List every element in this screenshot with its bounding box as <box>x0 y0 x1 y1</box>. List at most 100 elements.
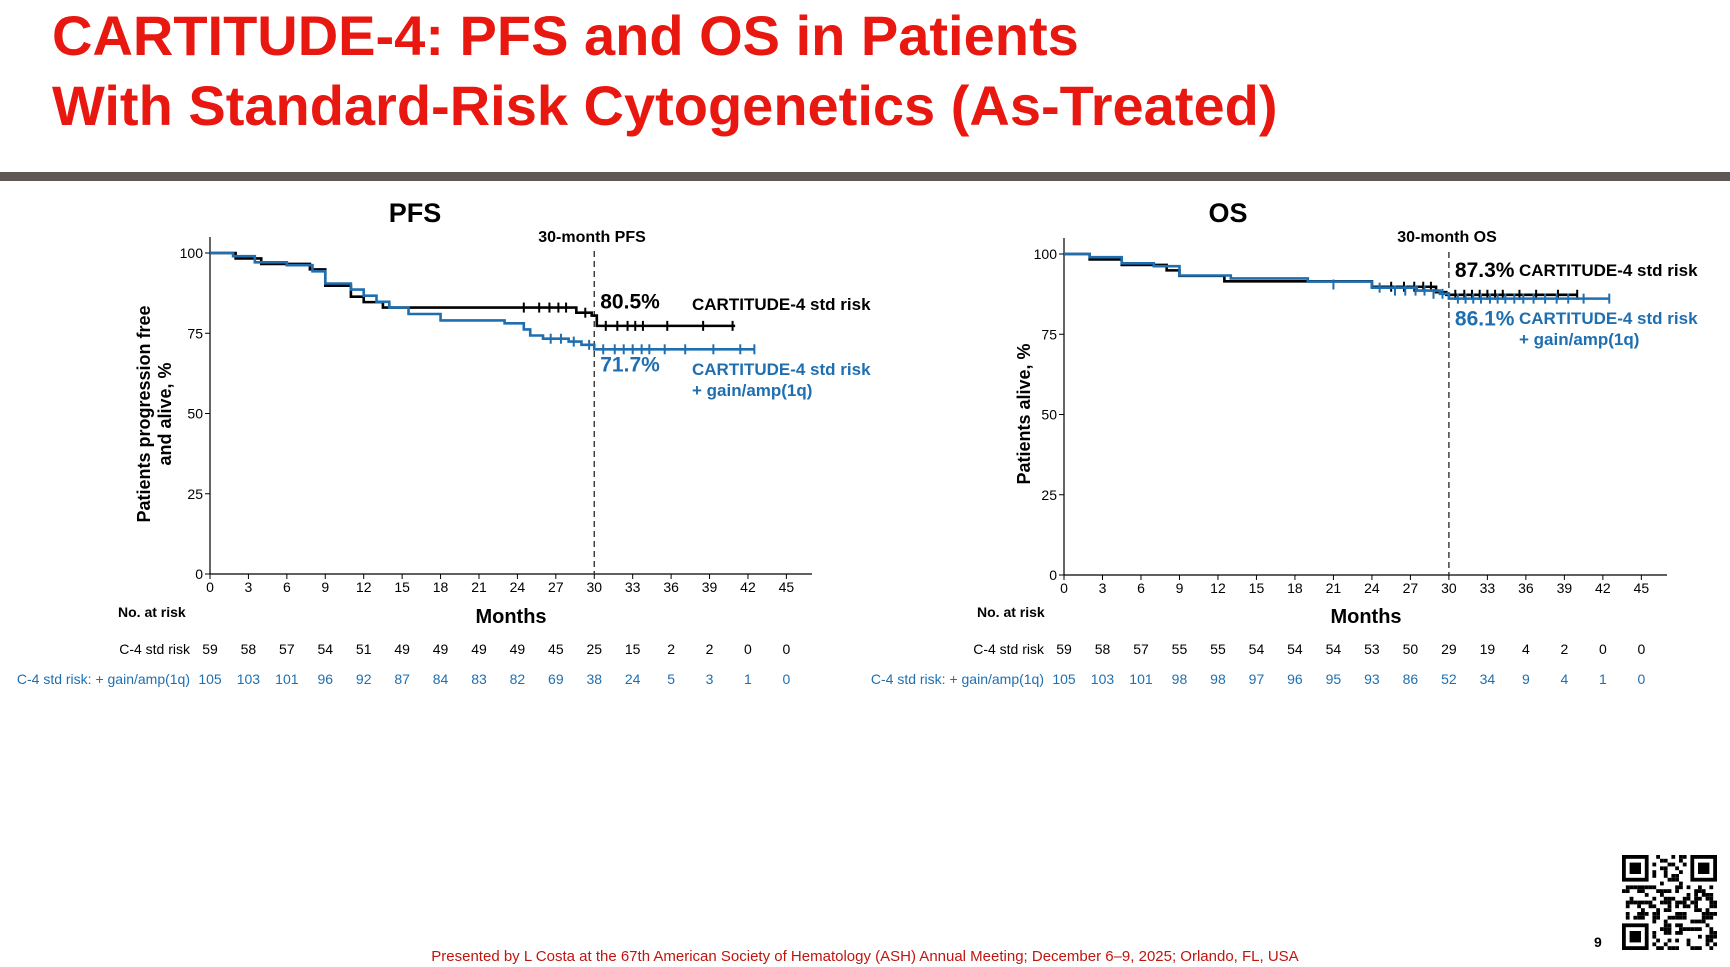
risk-value: 0 <box>782 641 790 657</box>
x-tick-label: 24 <box>1364 580 1380 596</box>
x-tick-label: 15 <box>394 579 410 595</box>
risk-value: 96 <box>1287 671 1303 687</box>
risk-value: 83 <box>471 671 487 687</box>
risk-row-label: C-4 std risk: + gain/amp(1q) <box>871 671 1044 687</box>
x-tick-label: 3 <box>245 579 253 595</box>
risk-value: 4 <box>1560 671 1568 687</box>
risk-value: 54 <box>1249 641 1265 657</box>
risk-value: 57 <box>279 641 295 657</box>
x-tick-label: 30 <box>586 579 602 595</box>
landmark-value: 86.1% <box>1455 308 1515 331</box>
risk-value: 29 <box>1441 641 1457 657</box>
risk-value: 50 <box>1403 641 1419 657</box>
risk-value: 53 <box>1364 641 1380 657</box>
x-tick-label: 42 <box>740 579 756 595</box>
risk-value: 98 <box>1210 671 1226 687</box>
risk-value: 34 <box>1480 671 1496 687</box>
x-tick-label: 24 <box>510 579 526 595</box>
y-tick-label: 75 <box>1041 326 1057 342</box>
landmark-value: 71.7% <box>600 353 660 376</box>
risk-value: 49 <box>510 641 526 657</box>
x-tick-label: 21 <box>1326 580 1342 596</box>
risk-value: 5 <box>667 671 675 687</box>
risk-value: 9 <box>1522 671 1530 687</box>
risk-value: 101 <box>1129 671 1153 687</box>
x-axis-label: Months <box>1330 606 1401 628</box>
x-tick-label: 21 <box>471 579 487 595</box>
risk-value: 54 <box>1326 641 1342 657</box>
risk-value: 69 <box>548 671 564 687</box>
km-curve-gain-amp <box>1064 252 1610 300</box>
risk-value: 84 <box>433 671 449 687</box>
risk-value: 4 <box>1522 641 1530 657</box>
legend-label: CARTITUDE-4 std risk <box>1519 261 1698 280</box>
risk-value: 105 <box>198 671 222 687</box>
risk-value: 55 <box>1210 641 1226 657</box>
km-curve-gain-amp <box>210 251 755 351</box>
landmark-label: 30-month OS <box>1397 229 1497 246</box>
risk-row-label: C-4 std risk <box>119 641 191 657</box>
legend-label: + gain/amp(1q) <box>1519 330 1639 349</box>
y-tick-label: 50 <box>187 406 203 422</box>
risk-value: 15 <box>625 641 641 657</box>
legend-label: CARTITUDE-4 std risk <box>692 295 871 314</box>
y-axis-label: Patients progression freeand alive, % <box>134 305 175 522</box>
x-tick-label: 18 <box>1287 580 1303 596</box>
risk-value: 24 <box>625 671 641 687</box>
risk-value: 54 <box>1287 641 1303 657</box>
risk-value: 82 <box>510 671 526 687</box>
chart-title: PFS <box>389 198 442 228</box>
legend-label: CARTITUDE-4 std risk <box>692 360 871 379</box>
x-tick-label: 39 <box>1557 580 1573 596</box>
x-tick-label: 45 <box>779 579 795 595</box>
risk-value: 19 <box>1480 641 1496 657</box>
legend-label: + gain/amp(1q) <box>692 381 812 400</box>
x-tick-label: 0 <box>1060 580 1068 596</box>
risk-row-label: C-4 std risk <box>973 641 1045 657</box>
risk-value: 58 <box>241 641 257 657</box>
landmark-value: 87.3% <box>1455 259 1515 282</box>
y-tick-label: 0 <box>195 566 203 582</box>
y-tick-label: 100 <box>180 245 204 261</box>
chart-title: OS <box>1208 198 1247 228</box>
x-tick-label: 39 <box>702 579 718 595</box>
risk-value: 49 <box>433 641 449 657</box>
risk-value: 2 <box>667 641 675 657</box>
y-tick-label: 75 <box>187 325 203 341</box>
y-tick-label: 100 <box>1034 246 1058 262</box>
risk-value: 59 <box>1056 641 1072 657</box>
risk-value: 25 <box>586 641 602 657</box>
x-tick-label: 18 <box>433 579 449 595</box>
x-tick-label: 15 <box>1249 580 1265 596</box>
title-divider <box>0 172 1730 181</box>
risk-value: 0 <box>782 671 790 687</box>
y-axis-label-line: and alive, % <box>155 362 175 465</box>
slide-title-line-1: CARTITUDE-4: PFS and OS in Patients <box>52 4 1079 67</box>
risk-value: 103 <box>237 671 261 687</box>
risk-value: 55 <box>1172 641 1188 657</box>
risk-table-header: No. at risk <box>118 604 186 620</box>
risk-value: 92 <box>356 671 372 687</box>
x-axis-label: Months <box>475 606 546 628</box>
risk-value: 96 <box>317 671 333 687</box>
x-tick-label: 45 <box>1634 580 1650 596</box>
y-tick-label: 25 <box>187 486 203 502</box>
risk-value: 101 <box>275 671 299 687</box>
risk-value: 38 <box>586 671 602 687</box>
risk-value: 1 <box>744 671 752 687</box>
qr-code-icon[interactable] <box>1622 855 1717 950</box>
risk-value: 87 <box>394 671 410 687</box>
x-tick-label: 9 <box>1176 580 1184 596</box>
risk-value: 51 <box>356 641 372 657</box>
x-tick-label: 0 <box>206 579 214 595</box>
risk-value: 49 <box>471 641 487 657</box>
footer-citation: Presented by L Costa at the 67th America… <box>431 948 1299 965</box>
risk-value: 1 <box>1599 671 1607 687</box>
risk-value: 57 <box>1133 641 1149 657</box>
x-tick-label: 27 <box>548 579 564 595</box>
x-tick-label: 33 <box>625 579 641 595</box>
risk-value: 103 <box>1091 671 1115 687</box>
